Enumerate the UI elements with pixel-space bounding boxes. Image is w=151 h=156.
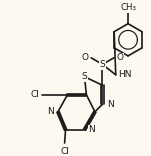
Text: S: S <box>100 60 105 69</box>
Text: S: S <box>82 72 87 81</box>
Text: Cl: Cl <box>30 90 39 99</box>
Text: N: N <box>107 100 114 109</box>
Text: O: O <box>81 53 88 62</box>
Text: CH₃: CH₃ <box>120 3 136 12</box>
Text: O: O <box>117 53 124 62</box>
Text: Cl: Cl <box>60 147 69 156</box>
Text: N: N <box>88 125 95 134</box>
Text: HN: HN <box>119 70 132 79</box>
Text: N: N <box>47 107 54 116</box>
